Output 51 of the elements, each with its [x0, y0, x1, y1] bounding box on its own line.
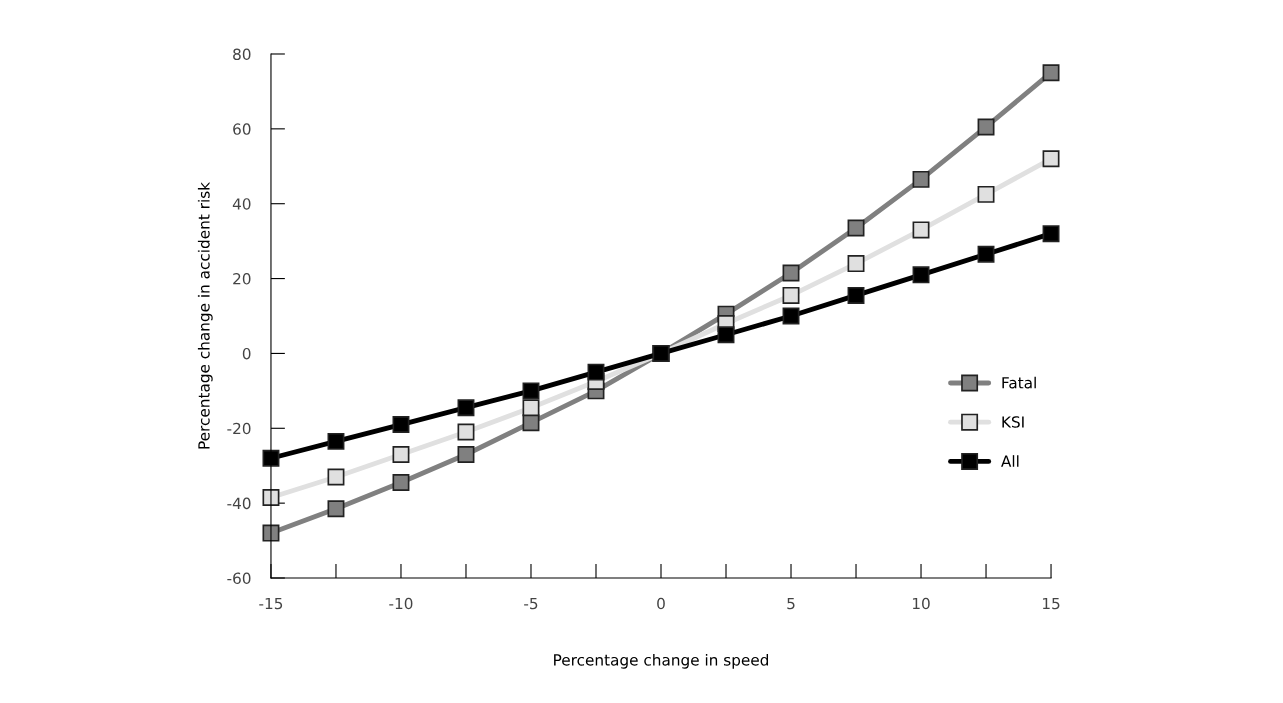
- point: [327, 468, 345, 486]
- point: [717, 326, 735, 344]
- y-tick-label: 20: [233, 273, 251, 285]
- point: [1042, 64, 1060, 82]
- y-tick-label: 80: [233, 48, 251, 61]
- point: [327, 500, 345, 518]
- point: [977, 185, 995, 203]
- y-tick-label: 0: [242, 347, 251, 360]
- point: [457, 446, 475, 463]
- point: [262, 449, 280, 467]
- point: [1042, 225, 1060, 243]
- point: [782, 286, 800, 304]
- point: [847, 286, 865, 304]
- x-tick-label: -15: [259, 597, 283, 610]
- x-axis-title: Percentage change in speed: [554, 653, 769, 669]
- point: [587, 363, 605, 381]
- point: [457, 399, 475, 417]
- point: [392, 474, 410, 492]
- point: [1042, 150, 1060, 168]
- x-tick-label: 5: [787, 597, 795, 610]
- point: [262, 489, 280, 507]
- point: [847, 255, 865, 273]
- point: [392, 416, 410, 434]
- y-tick-label: 40: [232, 198, 251, 210]
- point: [912, 221, 930, 239]
- point: [847, 219, 865, 237]
- point: [912, 266, 930, 284]
- point: [262, 524, 280, 542]
- x-tick-label: 0: [657, 597, 665, 610]
- point: [782, 264, 800, 282]
- point: [977, 118, 995, 136]
- x-tick-label: -10: [389, 597, 413, 610]
- y-tick-label: -20: [227, 422, 251, 435]
- point: [782, 307, 800, 325]
- legend-label: KSI: [1002, 416, 1024, 428]
- y-tick-label: -40: [227, 497, 251, 510]
- point: [977, 245, 995, 263]
- y-tick-label: -60: [227, 572, 251, 585]
- point: [327, 432, 345, 450]
- y-tick-label: 60: [233, 123, 251, 135]
- y-axis-title: Percentage change in accident risk: [197, 182, 213, 449]
- point: [522, 382, 540, 400]
- point: [522, 399, 540, 417]
- point: [457, 423, 475, 441]
- x-tick-label: -5: [524, 597, 538, 610]
- point: [912, 170, 930, 188]
- x-tick-label: 15: [1042, 597, 1060, 610]
- legend-label: All: [1001, 455, 1019, 467]
- legend-label: Fatal: [1002, 376, 1036, 389]
- point: [392, 446, 410, 463]
- x-tick-label: 10: [912, 597, 930, 610]
